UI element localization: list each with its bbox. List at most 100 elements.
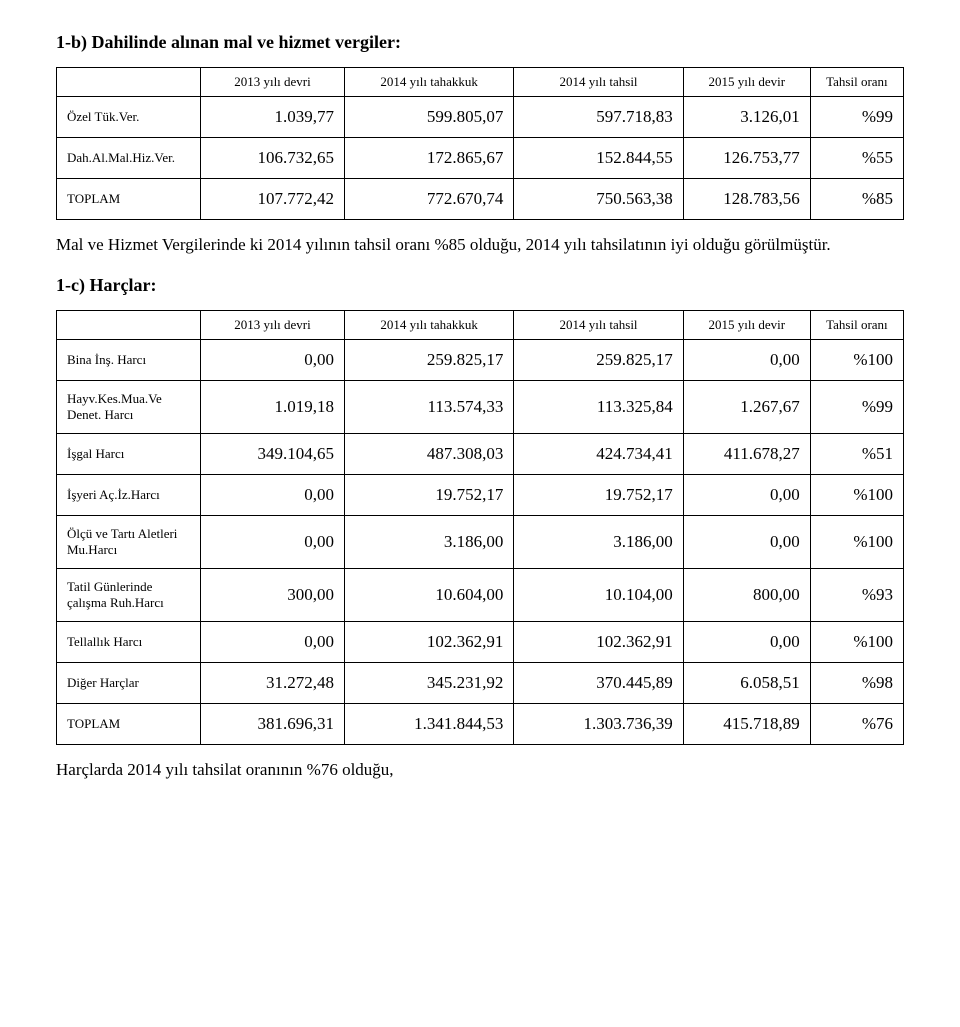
col-2015: 2015 yılı devir xyxy=(683,310,810,339)
table-row: TOPLAM 107.772,42 772.670,74 750.563,38 … xyxy=(57,179,904,220)
table-header-row: 2013 yılı devri 2014 yılı tahakkuk 2014 … xyxy=(57,68,904,97)
table-1b-head: 2013 yılı devri 2014 yılı tahakkuk 2014 … xyxy=(57,68,904,97)
cell-value: 107.772,42 xyxy=(200,179,344,220)
cell-pct: %76 xyxy=(810,703,903,744)
cell-value: 31.272,48 xyxy=(200,662,344,703)
cell-value: 345.231,92 xyxy=(344,662,513,703)
cell-value: 106.732,65 xyxy=(200,138,344,179)
cell-value: 19.752,17 xyxy=(344,474,513,515)
table-row: Tatil Günlerinde çalışma Ruh.Harcı 300,0… xyxy=(57,568,904,621)
cell-value: 1.267,67 xyxy=(683,380,810,433)
table-row: İşyeri Aç.İz.Harcı 0,00 19.752,17 19.752… xyxy=(57,474,904,515)
row-label: Diğer Harçlar xyxy=(57,662,201,703)
table-row: Hayv.Kes.Mua.Ve Denet. Harcı 1.019,18 11… xyxy=(57,380,904,433)
cell-value: 152.844,55 xyxy=(514,138,683,179)
cell-value: 0,00 xyxy=(200,339,344,380)
cell-pct: %99 xyxy=(810,380,903,433)
cell-value: 300,00 xyxy=(200,568,344,621)
row-label: Tatil Günlerinde çalışma Ruh.Harcı xyxy=(57,568,201,621)
row-label: Bina İnş. Harcı xyxy=(57,339,201,380)
col-2013: 2013 yılı devri xyxy=(200,310,344,339)
cell-value: 381.696,31 xyxy=(200,703,344,744)
cell-value: 599.805,07 xyxy=(344,97,513,138)
cell-value: 597.718,83 xyxy=(514,97,683,138)
table-row: Bina İnş. Harcı 0,00 259.825,17 259.825,… xyxy=(57,339,904,380)
cell-pct: %93 xyxy=(810,568,903,621)
cell-value: 10.104,00 xyxy=(514,568,683,621)
table-1c: 2013 yılı devri 2014 yılı tahakkuk 2014 … xyxy=(56,310,904,745)
table-1b: 2013 yılı devri 2014 yılı tahakkuk 2014 … xyxy=(56,67,904,220)
row-label: Hayv.Kes.Mua.Ve Denet. Harcı xyxy=(57,380,201,433)
col-blank xyxy=(57,68,201,97)
cell-value: 0,00 xyxy=(683,515,810,568)
cell-value: 102.362,91 xyxy=(514,621,683,662)
cell-value: 259.825,17 xyxy=(514,339,683,380)
row-label: İşyeri Aç.İz.Harcı xyxy=(57,474,201,515)
cell-pct: %98 xyxy=(810,662,903,703)
cell-value: 10.604,00 xyxy=(344,568,513,621)
cell-value: 411.678,27 xyxy=(683,433,810,474)
cell-value: 0,00 xyxy=(683,339,810,380)
col-oran: Tahsil oranı xyxy=(810,310,903,339)
table-row: Tellallık Harcı 0,00 102.362,91 102.362,… xyxy=(57,621,904,662)
table-header-row: 2013 yılı devri 2014 yılı tahakkuk 2014 … xyxy=(57,310,904,339)
table-1b-body: Özel Tük.Ver. 1.039,77 599.805,07 597.71… xyxy=(57,97,904,220)
cell-value: 3.186,00 xyxy=(514,515,683,568)
col-2014ts: 2014 yılı tahsil xyxy=(514,68,683,97)
cell-value: 0,00 xyxy=(683,474,810,515)
cell-pct: %55 xyxy=(810,138,903,179)
document-page: 1-b) Dahilinde alınan mal ve hizmet verg… xyxy=(0,0,960,840)
col-2014tk: 2014 yılı tahakkuk xyxy=(344,310,513,339)
cell-value: 0,00 xyxy=(200,621,344,662)
section-1c-note: Harçlarda 2014 yılı tahsilat oranının %7… xyxy=(56,759,904,782)
table-row: TOPLAM 381.696,31 1.341.844,53 1.303.736… xyxy=(57,703,904,744)
cell-value: 113.574,33 xyxy=(344,380,513,433)
row-label: İşgal Harcı xyxy=(57,433,201,474)
row-label: Dah.Al.Mal.Hiz.Ver. xyxy=(57,138,201,179)
row-label: Ölçü ve Tartı Aletleri Mu.Harcı xyxy=(57,515,201,568)
cell-value: 800,00 xyxy=(683,568,810,621)
cell-value: 0,00 xyxy=(200,474,344,515)
cell-value: 172.865,67 xyxy=(344,138,513,179)
row-label: TOPLAM xyxy=(57,703,201,744)
table-row: Özel Tük.Ver. 1.039,77 599.805,07 597.71… xyxy=(57,97,904,138)
row-label: Tellallık Harcı xyxy=(57,621,201,662)
cell-value: 113.325,84 xyxy=(514,380,683,433)
cell-value: 102.362,91 xyxy=(344,621,513,662)
cell-value: 1.039,77 xyxy=(200,97,344,138)
section-1b-heading: 1-b) Dahilinde alınan mal ve hizmet verg… xyxy=(56,32,904,53)
cell-value: 772.670,74 xyxy=(344,179,513,220)
table-1c-head: 2013 yılı devri 2014 yılı tahakkuk 2014 … xyxy=(57,310,904,339)
cell-value: 0,00 xyxy=(683,621,810,662)
table-row: İşgal Harcı 349.104,65 487.308,03 424.73… xyxy=(57,433,904,474)
col-oran: Tahsil oranı xyxy=(810,68,903,97)
cell-pct: %85 xyxy=(810,179,903,220)
cell-pct: %100 xyxy=(810,515,903,568)
cell-pct: %51 xyxy=(810,433,903,474)
cell-value: 0,00 xyxy=(200,515,344,568)
cell-value: 349.104,65 xyxy=(200,433,344,474)
cell-value: 1.303.736,39 xyxy=(514,703,683,744)
cell-value: 3.126,01 xyxy=(683,97,810,138)
cell-value: 1.341.844,53 xyxy=(344,703,513,744)
cell-value: 415.718,89 xyxy=(683,703,810,744)
row-label: TOPLAM xyxy=(57,179,201,220)
cell-value: 487.308,03 xyxy=(344,433,513,474)
cell-value: 750.563,38 xyxy=(514,179,683,220)
cell-pct: %100 xyxy=(810,621,903,662)
table-row: Dah.Al.Mal.Hiz.Ver. 106.732,65 172.865,6… xyxy=(57,138,904,179)
cell-value: 259.825,17 xyxy=(344,339,513,380)
cell-pct: %99 xyxy=(810,97,903,138)
cell-pct: %100 xyxy=(810,474,903,515)
cell-value: 126.753,77 xyxy=(683,138,810,179)
col-2013: 2013 yılı devri xyxy=(200,68,344,97)
cell-value: 424.734,41 xyxy=(514,433,683,474)
table-row: Diğer Harçlar 31.272,48 345.231,92 370.4… xyxy=(57,662,904,703)
table-row: Ölçü ve Tartı Aletleri Mu.Harcı 0,00 3.1… xyxy=(57,515,904,568)
section-1c-heading: 1-c) Harçlar: xyxy=(56,275,904,296)
section-1b-note: Mal ve Hizmet Vergilerinde ki 2014 yılın… xyxy=(56,234,904,257)
table-1c-body: Bina İnş. Harcı 0,00 259.825,17 259.825,… xyxy=(57,339,904,744)
cell-value: 6.058,51 xyxy=(683,662,810,703)
col-2014ts: 2014 yılı tahsil xyxy=(514,310,683,339)
cell-value: 3.186,00 xyxy=(344,515,513,568)
